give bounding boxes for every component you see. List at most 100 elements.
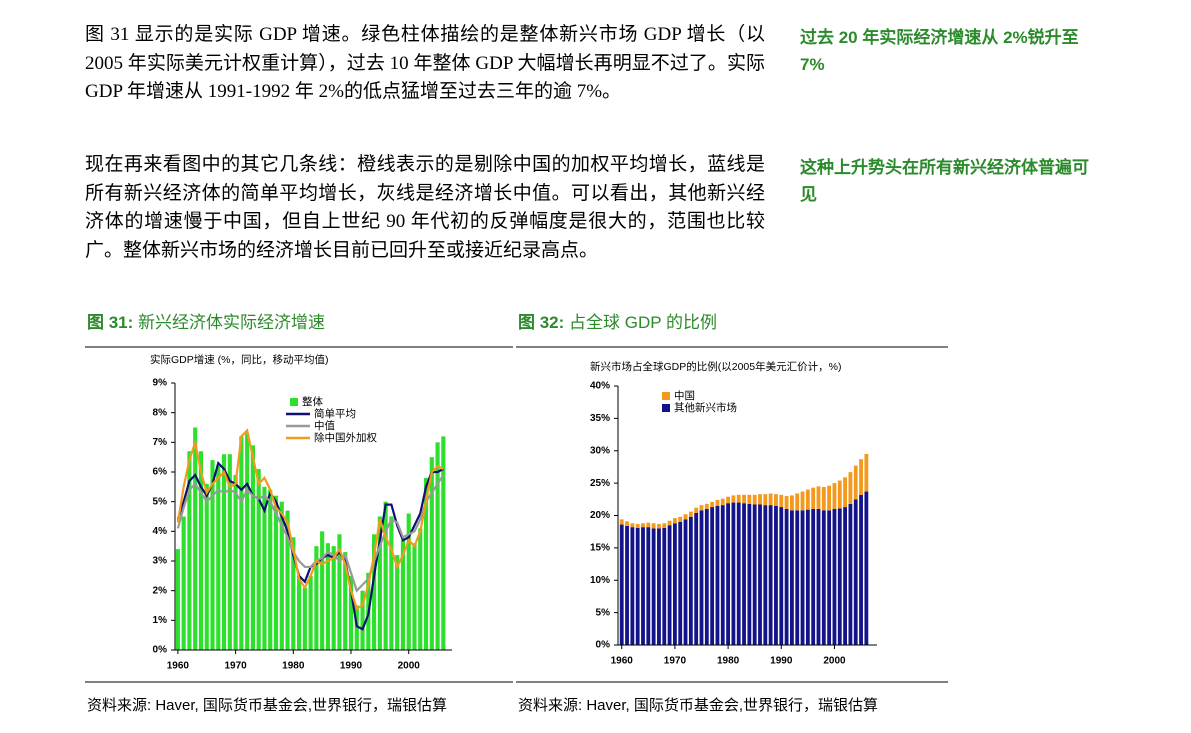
bar [348,575,354,650]
bar [435,442,440,650]
bar [657,523,661,529]
bar [816,509,821,645]
bar [678,521,683,645]
bar [285,510,290,650]
bar [672,523,677,645]
y-tick-label: 20% [590,510,610,521]
figure-label: 图 31: [87,313,134,332]
bar [635,523,640,528]
figure-label: 图 32: [518,313,565,332]
y-tick-label: 6% [153,467,168,478]
bar [843,477,848,508]
y-tick-label: 9% [153,378,168,389]
bar [710,507,715,645]
x-tick-label: 1960 [167,661,190,672]
bar [827,510,832,645]
bar [827,485,832,511]
bar [805,489,810,510]
bar [181,516,186,650]
y-tick-label: 15% [590,543,610,554]
bar [662,523,667,528]
bar [752,504,757,645]
bar [720,498,725,506]
line [176,474,445,593]
bar [651,528,656,645]
bar [688,516,693,645]
bar [758,504,762,645]
source: 资料来源: Haver, 国际货币基金会,世界银行，瑞银估算 [518,697,879,714]
bar [747,503,752,645]
bar [302,587,307,650]
bar [337,534,342,650]
bar [699,510,704,645]
x-tick-label: 2000 [398,661,421,672]
bar [726,503,731,645]
bar [389,516,394,650]
y-tick-label: 10% [590,575,610,586]
bar [187,451,192,650]
bar [763,505,768,645]
bar [784,496,789,510]
bar [221,454,227,650]
bar [625,521,629,526]
bar [731,502,736,645]
legend-label: 中值 [314,419,335,432]
bar [343,552,348,650]
figure-title: 新兴经济体实际经济增速 [138,313,326,332]
bar [646,527,651,645]
bar [678,516,683,522]
x-tick-label: 1980 [282,661,305,672]
bar [768,493,773,506]
bar [279,501,284,650]
sidenote: 这种上升势头在所有新兴经济体普遍可见 [800,158,1089,204]
bar [779,507,784,645]
bar [821,510,826,645]
bar [418,528,423,650]
bar [837,480,842,509]
x-tick-label: 1970 [224,661,247,672]
bar [227,454,232,650]
bar [423,477,429,650]
bar [736,502,741,645]
figure-title: 占全球 GDP 的比例 [569,313,718,332]
bar [672,518,677,524]
bar [789,510,794,645]
bar [683,519,688,645]
bar [752,494,757,505]
y-tick-label: 3% [153,556,168,567]
bar [625,525,629,645]
chart-title: 实际GDP增速 (%，同比，移动平均值) [150,353,329,366]
bar [372,534,377,650]
bar [832,483,837,510]
y-tick-label: 35% [590,413,610,424]
bar [742,503,746,645]
bar [800,491,805,511]
bar [383,501,388,650]
bar [216,466,221,650]
y-tick-label: 40% [590,381,610,392]
x-tick-label: 1960 [611,656,634,667]
x-tick-label: 1970 [664,656,687,667]
chart-title: 新兴市场占全球GDP的比例(以2005年美元汇价计，%) [590,360,841,373]
x-tick-label: 1980 [717,656,740,667]
bar [273,495,279,650]
bar [853,499,858,645]
figure-caption: 图 31: 新兴经济体实际经济增速 [87,308,325,333]
bar [400,540,406,650]
bar [704,509,709,645]
bar [811,487,816,510]
bar [774,494,778,506]
bar [774,505,778,645]
x-tick-label: 1990 [340,661,363,672]
bar [848,472,853,504]
bar [768,505,773,645]
bar [354,605,359,650]
sidenote: 过去 20 年实际经济增速从 2%锐升至 7% [800,28,1079,74]
bar [731,495,736,503]
bar [291,537,296,650]
bar [704,503,709,510]
legend-label: 简单平均 [314,407,356,420]
paragraph: 现在再来看图中的其它几条线：橙线表示的是剔除中国的加权平均增长，蓝线是所有新兴经… [85,154,765,261]
y-tick-label: 7% [153,437,168,448]
